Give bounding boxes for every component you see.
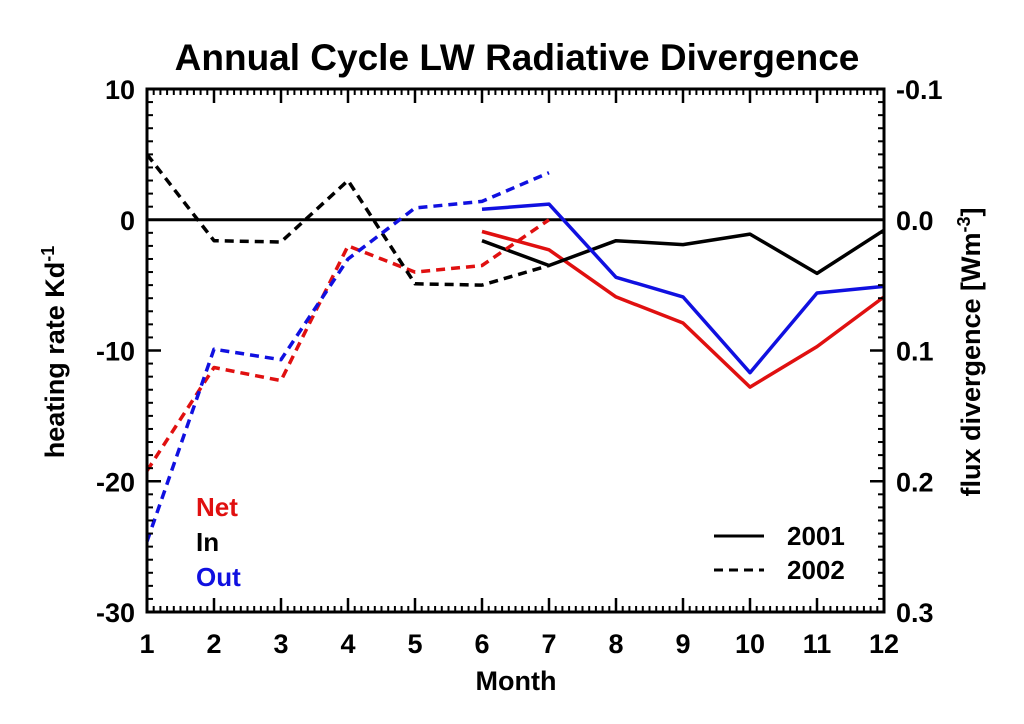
y-axis-right-label-main: flux divergence [Wm [956,232,986,496]
y-left-tick-label: -20 [96,467,135,497]
legend-color-out: Out [196,562,241,592]
y-left-tick-label: 0 [120,206,135,236]
series-line-in-2001 [481,228,885,276]
x-tick-label: 7 [541,629,556,659]
series-line-out-2002 [145,171,550,542]
y-left-tick-label: -30 [96,598,135,628]
legend-color-net: Net [196,492,238,522]
plot-frame [145,87,886,614]
x-tick-label: 4 [340,629,355,659]
axis-ticks: 1 2 3 4 5 6 7 8 9 10 11 12100-10-20-30-0.10.00.10.2… [96,75,943,659]
y-left-tick-label: 10 [105,75,135,105]
y-axis-left-label-sup: -1 [38,246,58,262]
legends: Net In Out 2001 2002 [196,492,845,592]
y-right-tick-label: 0.1 [896,337,934,367]
legend-style-label-2001: 2001 [787,521,845,551]
legend-color-in: In [196,527,219,557]
x-tick-label: 12 [869,629,899,659]
y-right-tick-label: 0.2 [896,467,934,497]
y-axis-right-label-suffix: ] [956,207,986,216]
chart-title: Annual Cycle LW Radiative Divergence [175,37,860,78]
series-line-net-2002 [145,218,550,472]
x-tick-label: 2 [206,629,221,659]
series-line-net-2001 [481,229,886,389]
x-tick-label: 1 [139,629,154,659]
y-axis-right-label: flux divergence [Wm-3] [954,207,986,496]
series-line-out-2001 [481,202,885,375]
plot-area [145,153,886,542]
y-axis-right-label-sup: -3 [954,216,974,232]
x-tick-label: 11 [803,629,832,659]
x-tick-label: 5 [407,629,422,659]
x-tick-label: 10 [735,629,765,659]
y-right-tick-label: 0.0 [896,206,934,236]
y-right-tick-label: 0.3 [896,598,934,628]
y-right-tick-label: -0.1 [896,75,943,105]
y-left-tick-label: -10 [96,337,135,367]
series-line-in-2002 [145,153,550,287]
x-tick-label: 9 [675,629,690,659]
x-tick-label: 3 [273,629,288,659]
legend-style-label-2002: 2002 [787,555,845,585]
x-tick-label: 6 [474,629,489,659]
y-axis-left-label: heating rate Kd-1 [38,246,70,459]
y-axis-left-label-main: heating rate Kd [40,262,70,459]
x-tick-label: 8 [608,629,623,659]
x-axis-label: Month [476,666,557,696]
